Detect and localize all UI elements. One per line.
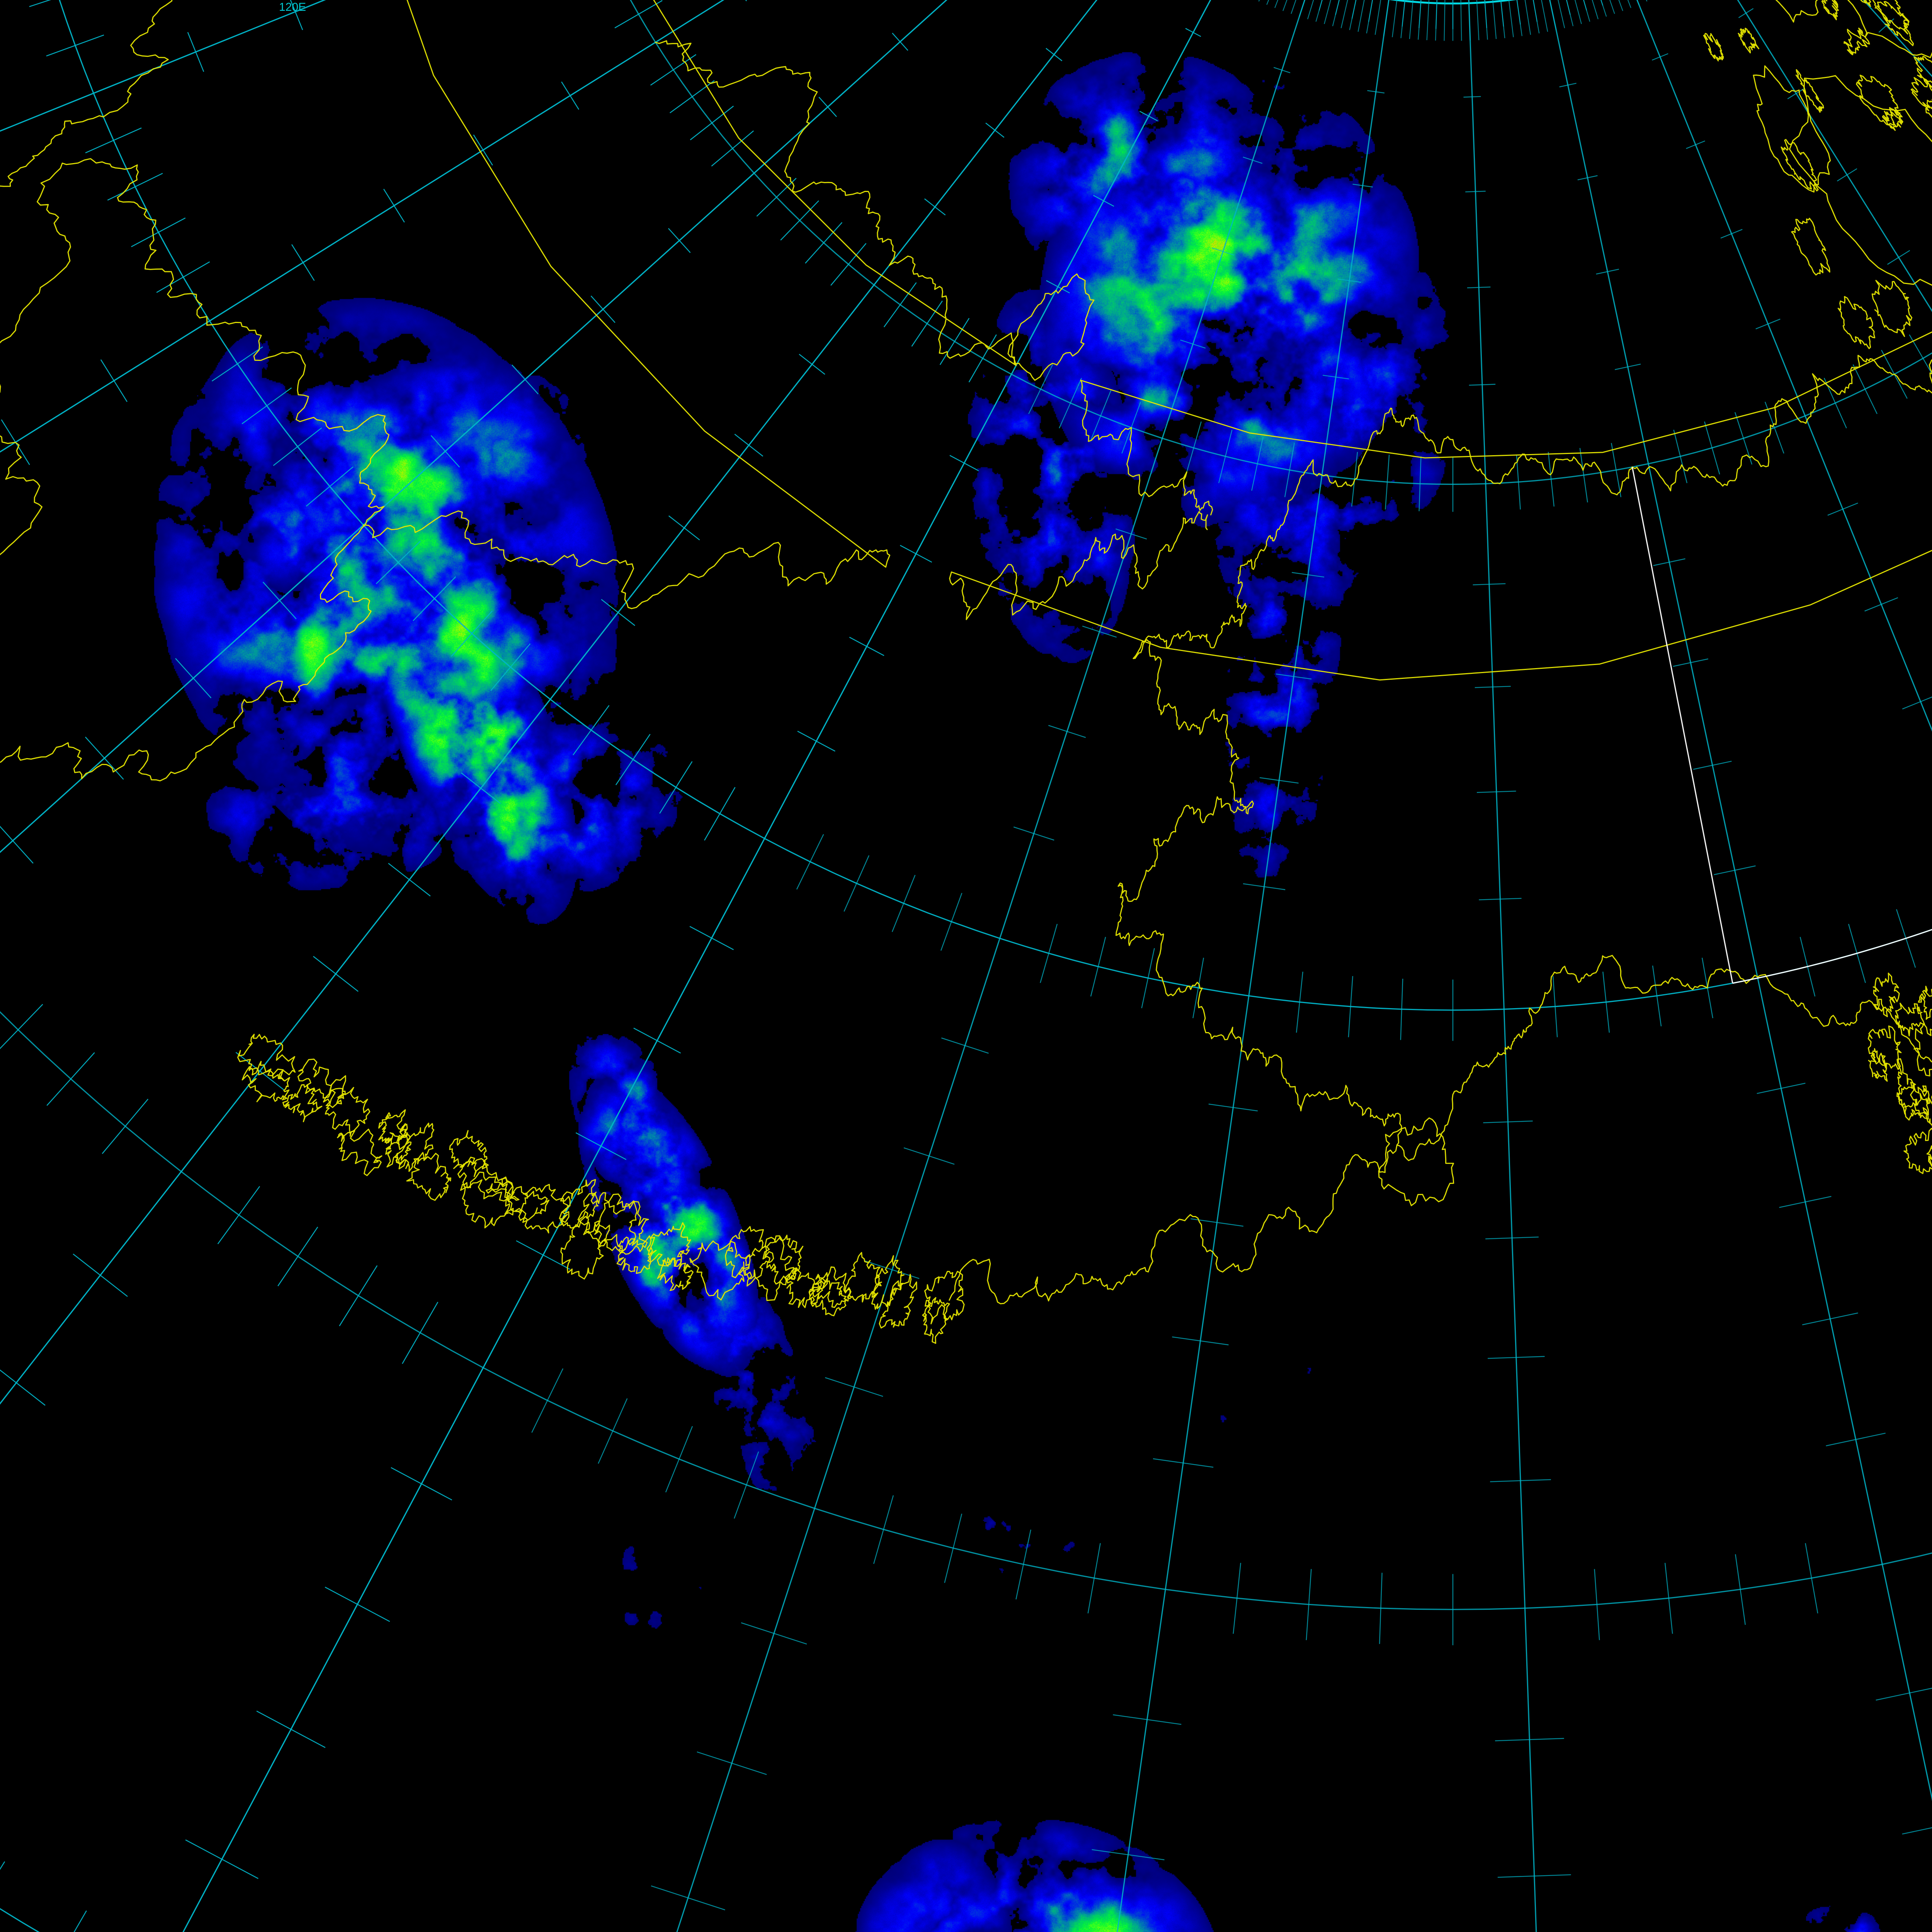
graticule-label-120e: 120E xyxy=(279,1,306,14)
